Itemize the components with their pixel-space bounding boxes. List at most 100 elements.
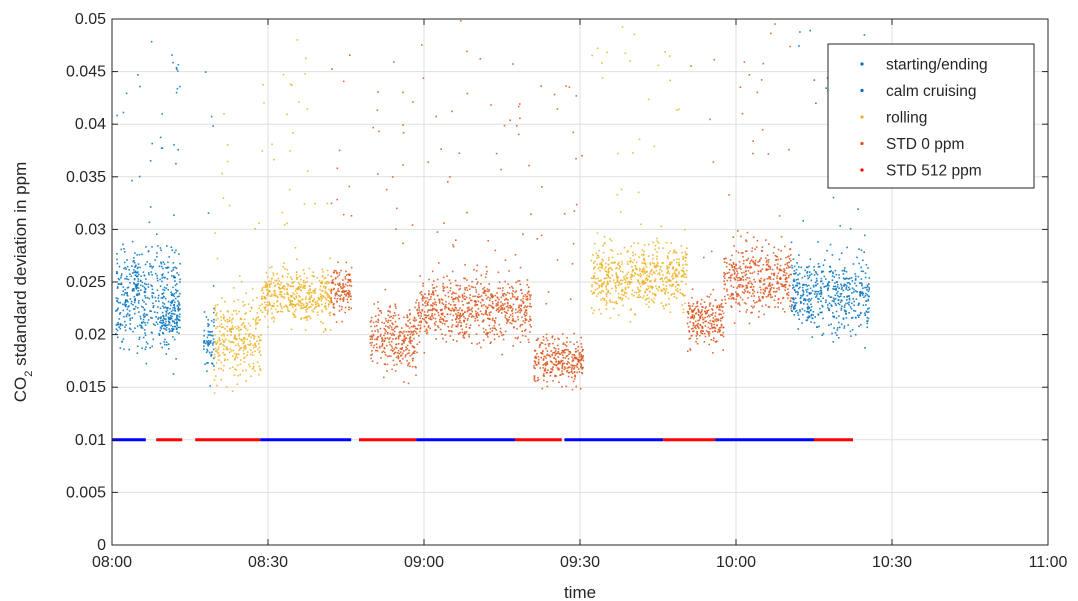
data-point: [546, 381, 548, 383]
data-point: [692, 322, 695, 324]
data-point: [286, 306, 289, 308]
data-point: [459, 313, 462, 316]
data-point: [796, 309, 798, 312]
data-point: [258, 346, 261, 349]
data-point: [607, 283, 610, 285]
data-point: [726, 288, 728, 291]
data-point: [474, 295, 476, 298]
data-point: [498, 281, 501, 283]
data-point: [426, 329, 428, 332]
data-point: [767, 305, 770, 308]
data-point: [864, 286, 866, 289]
data-point: [561, 354, 564, 356]
data-point: [411, 360, 414, 362]
data-point: [847, 324, 849, 326]
data-point: [466, 319, 469, 321]
data-point: [302, 303, 305, 305]
data-point: [580, 343, 583, 345]
data-point: [477, 300, 480, 303]
data-point: [222, 314, 225, 316]
data-point: [713, 326, 716, 329]
data-point: [837, 302, 840, 305]
data-point: [810, 292, 812, 294]
data-point: [222, 344, 224, 346]
data-point: [175, 68, 178, 71]
x-tick-label: 09:30: [560, 554, 600, 571]
data-point: [383, 328, 385, 330]
data-point: [534, 357, 537, 359]
data-point: [561, 364, 564, 366]
data-point: [521, 330, 523, 332]
data-point: [389, 332, 392, 335]
data-point: [835, 304, 837, 306]
data-point: [738, 302, 740, 304]
data-point: [316, 314, 319, 316]
data-point: [731, 266, 734, 269]
data-point: [122, 309, 125, 312]
data-point: [281, 295, 284, 298]
data-point: [798, 318, 800, 320]
data-point: [285, 304, 287, 307]
data-point: [497, 271, 500, 274]
data-point: [282, 73, 285, 76]
data-point: [396, 325, 399, 328]
data-point: [754, 264, 756, 266]
data-point: [240, 338, 242, 341]
data-point: [598, 284, 601, 287]
data-point: [489, 331, 491, 334]
data-point: [507, 309, 509, 312]
data-point: [144, 288, 147, 291]
data-point: [413, 316, 416, 319]
data-point: [619, 279, 622, 282]
data-point: [675, 276, 677, 278]
data-point: [463, 337, 466, 339]
data-point: [259, 319, 262, 321]
data-point: [796, 262, 798, 264]
data-point: [614, 282, 616, 284]
data-point: [160, 297, 163, 299]
data-point: [161, 322, 164, 325]
data-point: [177, 310, 180, 312]
data-point: [295, 274, 298, 276]
data-point: [145, 303, 147, 305]
data-point: [206, 341, 209, 344]
data-point: [166, 245, 168, 247]
data-point: [174, 297, 177, 300]
data-point: [384, 337, 386, 340]
data-point: [533, 376, 536, 379]
data-point: [254, 350, 256, 353]
data-point: [506, 305, 509, 307]
data-point: [614, 284, 617, 287]
data-point: [299, 307, 302, 310]
data-point: [859, 295, 861, 297]
data-point: [137, 280, 139, 282]
data-point: [684, 260, 687, 262]
data-point: [290, 276, 292, 279]
data-point: [840, 293, 843, 295]
data-point: [144, 348, 147, 351]
data-point: [160, 319, 162, 322]
data-point: [620, 283, 623, 285]
data-point: [723, 272, 725, 274]
data-point: [266, 313, 269, 315]
data-point: [451, 298, 454, 301]
data-point: [671, 273, 674, 275]
data-point: [561, 333, 564, 335]
data-point: [771, 283, 774, 286]
data-point: [758, 280, 761, 283]
data-point: [290, 296, 293, 298]
data-point: [666, 277, 668, 279]
data-point: [774, 254, 777, 257]
data-point: [618, 268, 621, 270]
data-point: [474, 303, 477, 306]
data-point: [150, 265, 152, 267]
data-point: [418, 314, 420, 317]
data-point: [757, 261, 759, 263]
data-point: [664, 277, 666, 280]
data-point: [636, 268, 638, 271]
data-point: [556, 259, 559, 261]
data-point: [733, 272, 736, 274]
data-point: [137, 271, 139, 273]
data-point: [342, 286, 345, 289]
data-point: [179, 85, 181, 88]
